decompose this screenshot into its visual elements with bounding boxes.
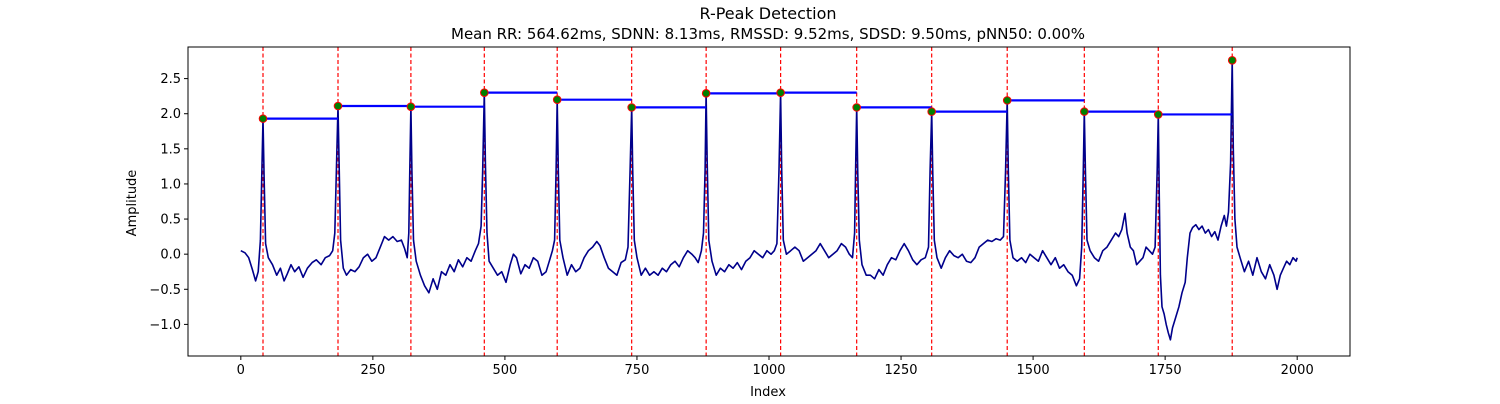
- y-tick-label: 0.5: [160, 213, 181, 228]
- x-tick-label: 1250: [884, 363, 917, 378]
- y-axis-ticks: −1.0 −0.5 0.0 0.5 1.0 1.5 2.0 2.5: [149, 72, 188, 333]
- peak-marker: [627, 103, 636, 112]
- y-tick-label: 2.5: [160, 72, 181, 87]
- y-tick-label: −1.0: [149, 318, 181, 333]
- y-tick-label: 0.0: [160, 248, 181, 263]
- y-tick-label: 2.0: [160, 107, 181, 122]
- x-tick-label: 500: [492, 363, 517, 378]
- peak-marker: [258, 114, 268, 123]
- y-tick-label: −0.5: [149, 283, 181, 298]
- signal-layer: [240, 59, 1298, 341]
- peak-marker: [333, 101, 343, 111]
- rr-segments-group: [263, 91, 1233, 120]
- x-tick-label: 1500: [1017, 363, 1050, 378]
- chart-subtitle: Mean RR: 564.62ms, SDNN: 8.13ms, RMSSD: …: [451, 25, 1085, 43]
- peak-marker: [852, 103, 861, 112]
- signal-line: [240, 59, 1298, 341]
- peak-marker: [1002, 96, 1012, 105]
- peak-marker: [1227, 56, 1237, 65]
- peak-lines-group: [262, 47, 1233, 356]
- x-tick-label: 750: [625, 363, 650, 378]
- peak-marker: [1153, 110, 1163, 119]
- x-axis-ticks: 0 250 500 750 1000 1250 1500 1750 2000: [237, 356, 1314, 378]
- y-tick-label: 1.0: [160, 177, 181, 192]
- chart-title: R-Peak Detection: [699, 4, 836, 23]
- peak-marker: [406, 102, 416, 111]
- x-tick-label: 1000: [752, 363, 785, 378]
- x-axis-label: Index: [750, 385, 786, 400]
- y-axis-label: Amplitude: [125, 170, 140, 237]
- x-tick-label: 2000: [1281, 363, 1314, 378]
- peak-marker: [480, 88, 489, 97]
- y-tick-label: 1.5: [160, 142, 181, 157]
- peak-marker: [776, 88, 785, 97]
- x-tick-label: 1750: [1149, 363, 1182, 378]
- x-tick-label: 0: [237, 363, 245, 378]
- peak-markers-group: [258, 56, 1237, 123]
- x-tick-label: 250: [360, 363, 385, 378]
- peak-marker: [552, 95, 562, 104]
- peak-marker: [701, 89, 711, 98]
- peak-marker: [1080, 107, 1089, 116]
- peak-marker: [927, 107, 936, 116]
